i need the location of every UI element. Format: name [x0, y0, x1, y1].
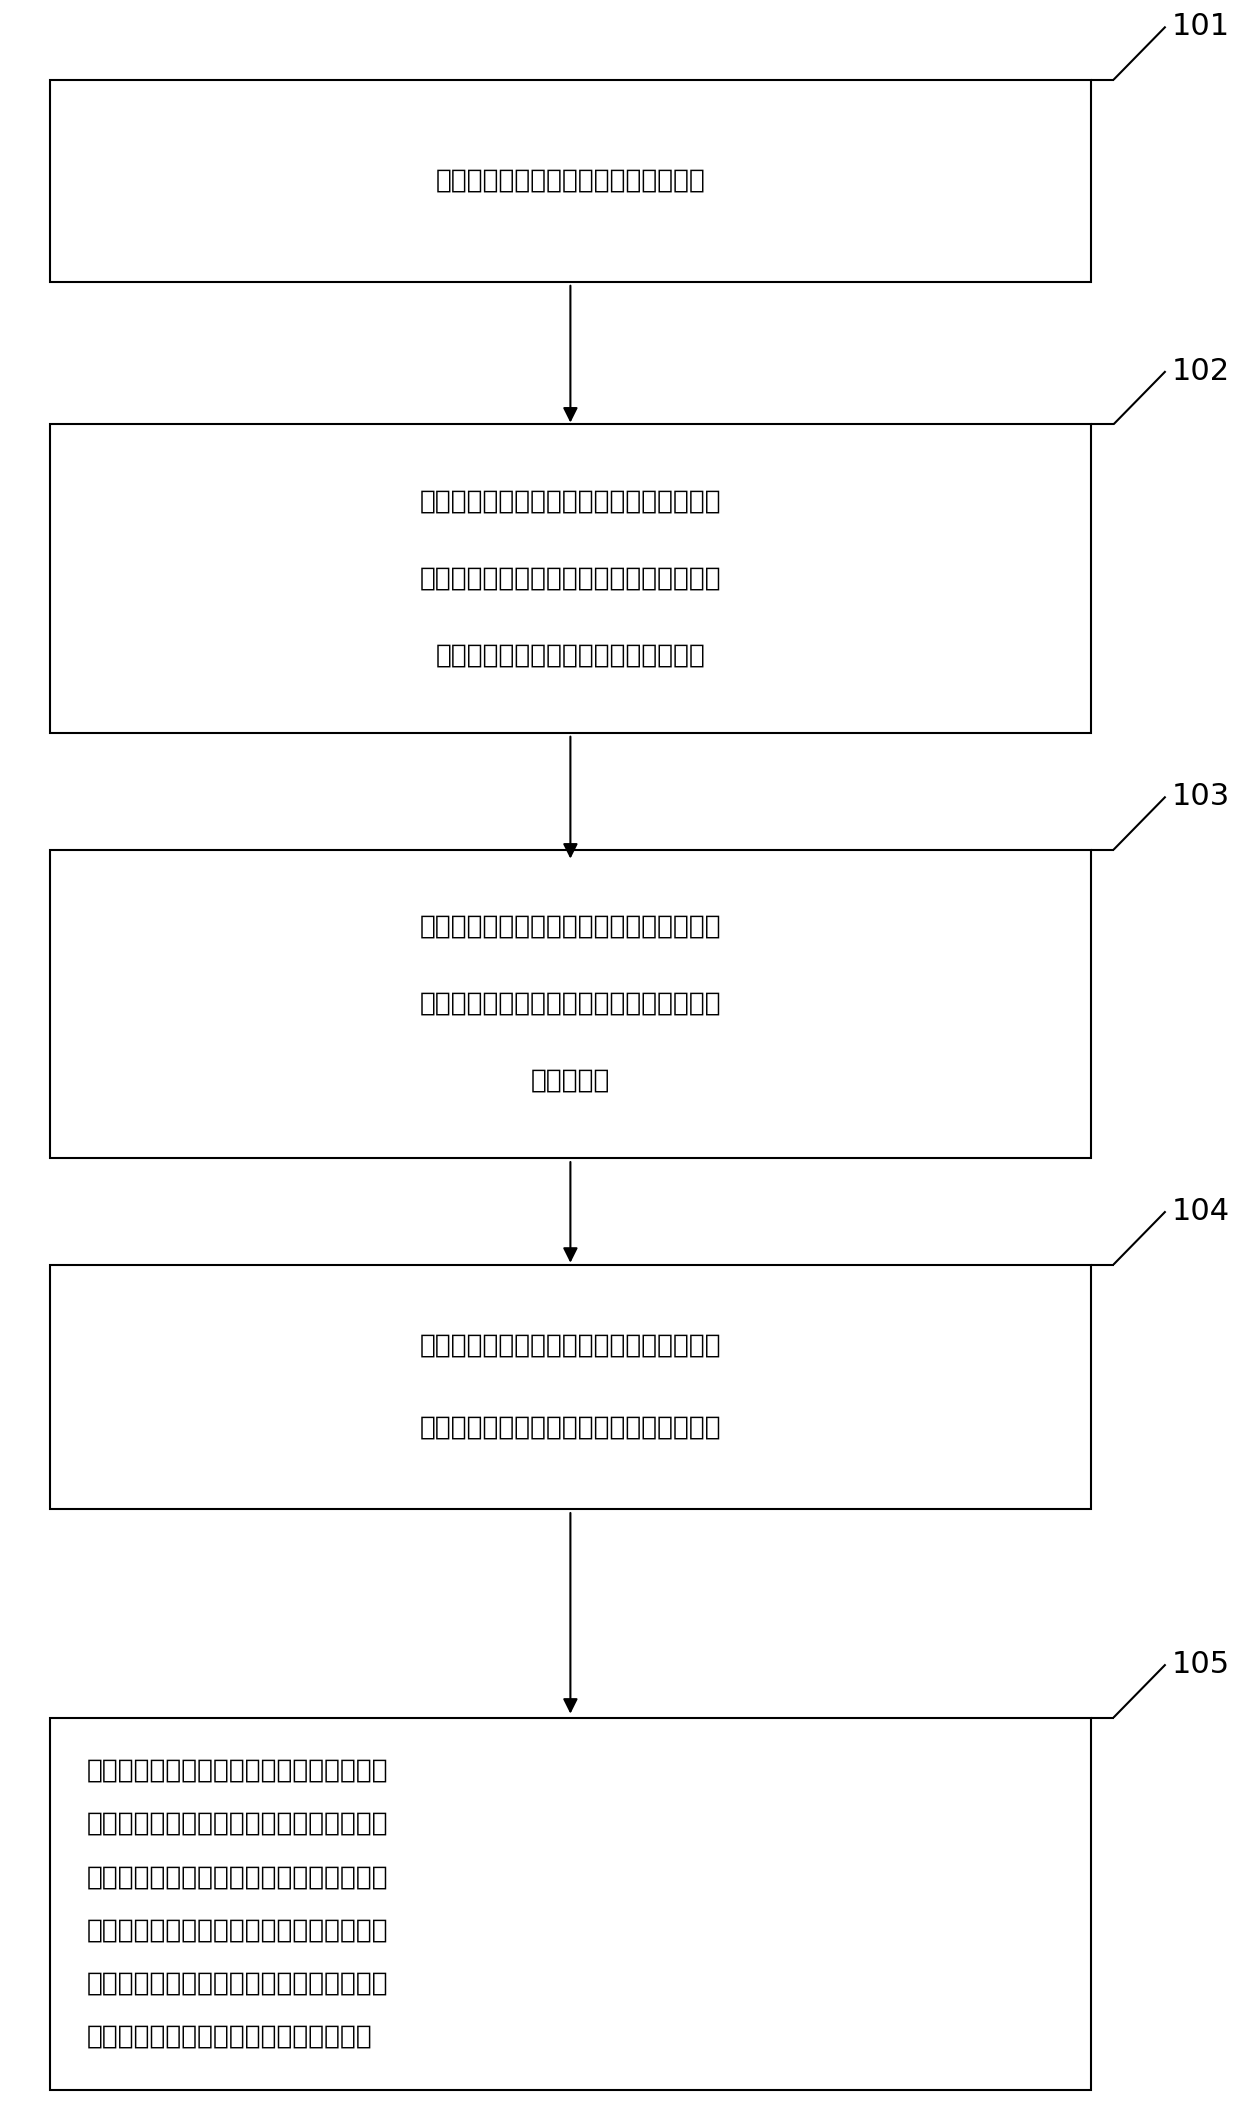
Bar — [50, 425, 1091, 732]
Bar — [50, 79, 1091, 281]
Text: 每个粒子对应的候选区域与左心室标准模板: 每个粒子对应的候选区域与左心室标准模板 — [419, 991, 722, 1017]
Text: 101: 101 — [1172, 13, 1230, 40]
Text: 并利用该全局最优粒子确定左心室轮廓的边: 并利用该全局最优粒子确定左心室轮廓的边 — [87, 1916, 388, 1944]
Text: 构建粒子群，其中，该粒子群的每一粒子为: 构建粒子群，其中，该粒子群的每一粒子为 — [419, 489, 722, 515]
Text: 库的偏离度: 库的偏离度 — [531, 1068, 610, 1093]
Text: 模板库的偏离度，获取该粒子群的最优粒子: 模板库的偏离度，获取该粒子群的最优粒子 — [419, 1414, 722, 1440]
Text: 构建目标函数，通过求解该目标函数得到的: 构建目标函数，通过求解该目标函数得到的 — [419, 915, 722, 940]
Bar — [50, 1719, 1091, 2089]
Text: 界，其中，该全局最优粒子为最优粒子中与: 界，其中，该全局最优粒子为最优粒子中与 — [87, 1970, 388, 1997]
Text: 的最优粒子，通过比较各个迭代的粒子群的: 的最优粒子，通过比较各个迭代的粒子群的 — [87, 1810, 388, 1838]
Text: 103: 103 — [1172, 783, 1230, 810]
Bar — [50, 1263, 1091, 1510]
Text: 104: 104 — [1172, 1198, 1230, 1225]
Text: 利用心脏图像，构建左心室标准模板库: 利用心脏图像，构建左心室标准模板库 — [435, 168, 706, 194]
Text: 更新该粒子群，依次获取每次更新后粒子群: 更新该粒子群，依次获取每次更新后粒子群 — [87, 1757, 388, 1785]
Text: 位置的局部区域为粒子对应的候选区域: 位置的局部区域为粒子对应的候选区域 — [435, 642, 706, 668]
Text: 根据每个粒子对应的候选区域与左心室标准: 根据每个粒子对应的候选区域与左心室标准 — [419, 1334, 722, 1359]
Text: 105: 105 — [1172, 1651, 1230, 1678]
Bar — [50, 851, 1091, 1157]
Text: 待分割图像中任意选取的像素位置，该像素: 待分割图像中任意选取的像素位置，该像素 — [419, 566, 722, 591]
Text: 102: 102 — [1172, 357, 1230, 385]
Text: 左心室标准模板库相似度最大的最优粒子: 左心室标准模板库相似度最大的最优粒子 — [87, 2023, 372, 2050]
Text: 最优粒子的偏离度大小，获取全局最优粒子: 最优粒子的偏离度大小，获取全局最优粒子 — [87, 1863, 388, 1891]
